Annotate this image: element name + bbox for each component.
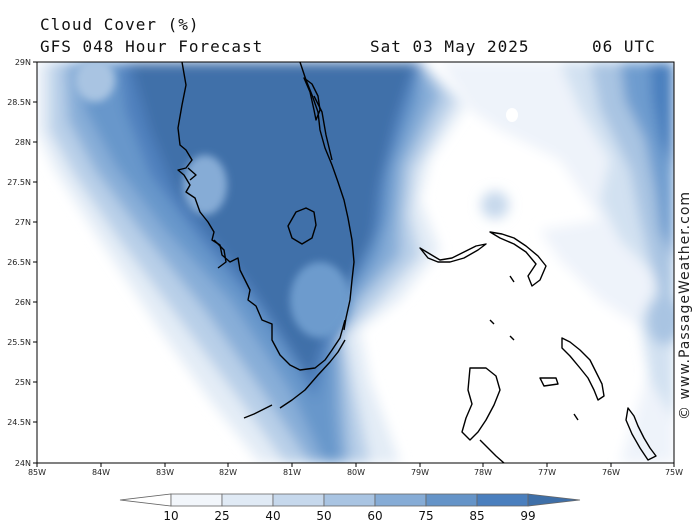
colorbar-cell xyxy=(272,493,325,507)
cloud-cover-field xyxy=(37,62,674,463)
map-title: Cloud Cover (%) xyxy=(40,15,200,34)
lon-label: 83W xyxy=(156,468,174,477)
lat-label: 29N xyxy=(15,58,31,67)
colorbar-cell xyxy=(425,493,478,507)
colorbar-cell xyxy=(221,493,274,507)
colorbar-label: 99 xyxy=(520,509,536,523)
forecast-subtitle: GFS 048 Hour Forecast xyxy=(40,37,264,56)
lon-label: 79W xyxy=(411,468,429,477)
colorbar-label: 10 xyxy=(163,509,179,523)
colorbar-cell xyxy=(374,493,427,507)
colorbar-cell xyxy=(119,493,172,507)
lat-label: 28.5N xyxy=(7,98,31,107)
watermark-text: © www.PassageWeather.com xyxy=(677,190,693,420)
lon-label: 78W xyxy=(474,468,492,477)
colorbar-cell xyxy=(170,493,223,507)
lat-label: 24N xyxy=(15,459,31,468)
lat-label: 25N xyxy=(15,378,31,387)
lon-label: 82W xyxy=(219,468,237,477)
lon-label: 84W xyxy=(92,468,110,477)
lon-label: 77W xyxy=(538,468,556,477)
lat-label: 24.5N xyxy=(7,418,31,427)
forecast-date: Sat 03 May 2025 xyxy=(370,37,530,56)
colorbar-label: 60 xyxy=(367,509,383,523)
colorbar-cell xyxy=(476,493,529,507)
lat-label: 25.5N xyxy=(7,338,31,347)
lat-label: 27N xyxy=(15,218,31,227)
colorbar-label: 75 xyxy=(418,509,434,523)
lon-label: 81W xyxy=(283,468,301,477)
lon-label: 80W xyxy=(347,468,365,477)
colorbar-label: 40 xyxy=(265,509,281,523)
coastlines xyxy=(177,62,657,463)
colorbar-label: 25 xyxy=(214,509,230,523)
forecast-time: 06 UTC xyxy=(592,37,656,56)
lon-label: 85W xyxy=(28,468,46,477)
colorbar-label: 85 xyxy=(469,509,485,523)
lon-label: 76W xyxy=(602,468,620,477)
lat-label: 26.5N xyxy=(7,258,31,267)
colorbar-cell xyxy=(323,493,376,507)
colorbar xyxy=(119,493,581,507)
lat-label: 27.5N xyxy=(7,178,31,187)
lat-label: 26N xyxy=(15,298,31,307)
lon-label: 75W xyxy=(665,468,683,477)
colorbar-cell xyxy=(527,493,581,507)
colorbar-label: 50 xyxy=(316,509,332,523)
lat-label: 28N xyxy=(15,138,31,147)
